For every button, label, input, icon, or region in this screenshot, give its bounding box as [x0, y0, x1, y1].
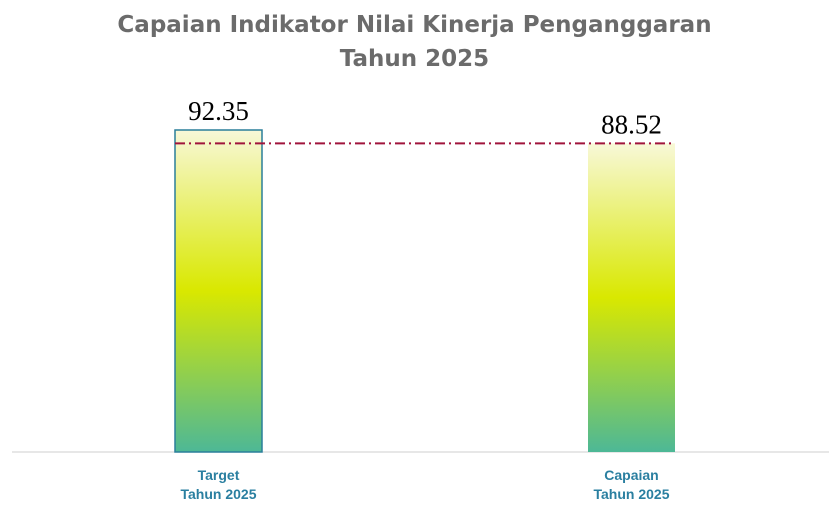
value-label: 88.52 [601, 109, 662, 139]
bar [174, 129, 263, 453]
x-tick-label: Capaian Tahun 2025 [593, 467, 670, 502]
value-label: 92.35 [188, 96, 249, 126]
chart-title: Capaian Indikator Nilai Kinerja Pengangg… [117, 12, 712, 72]
bar [588, 143, 675, 453]
x-tick-label: Target Tahun 2025 [180, 467, 257, 502]
